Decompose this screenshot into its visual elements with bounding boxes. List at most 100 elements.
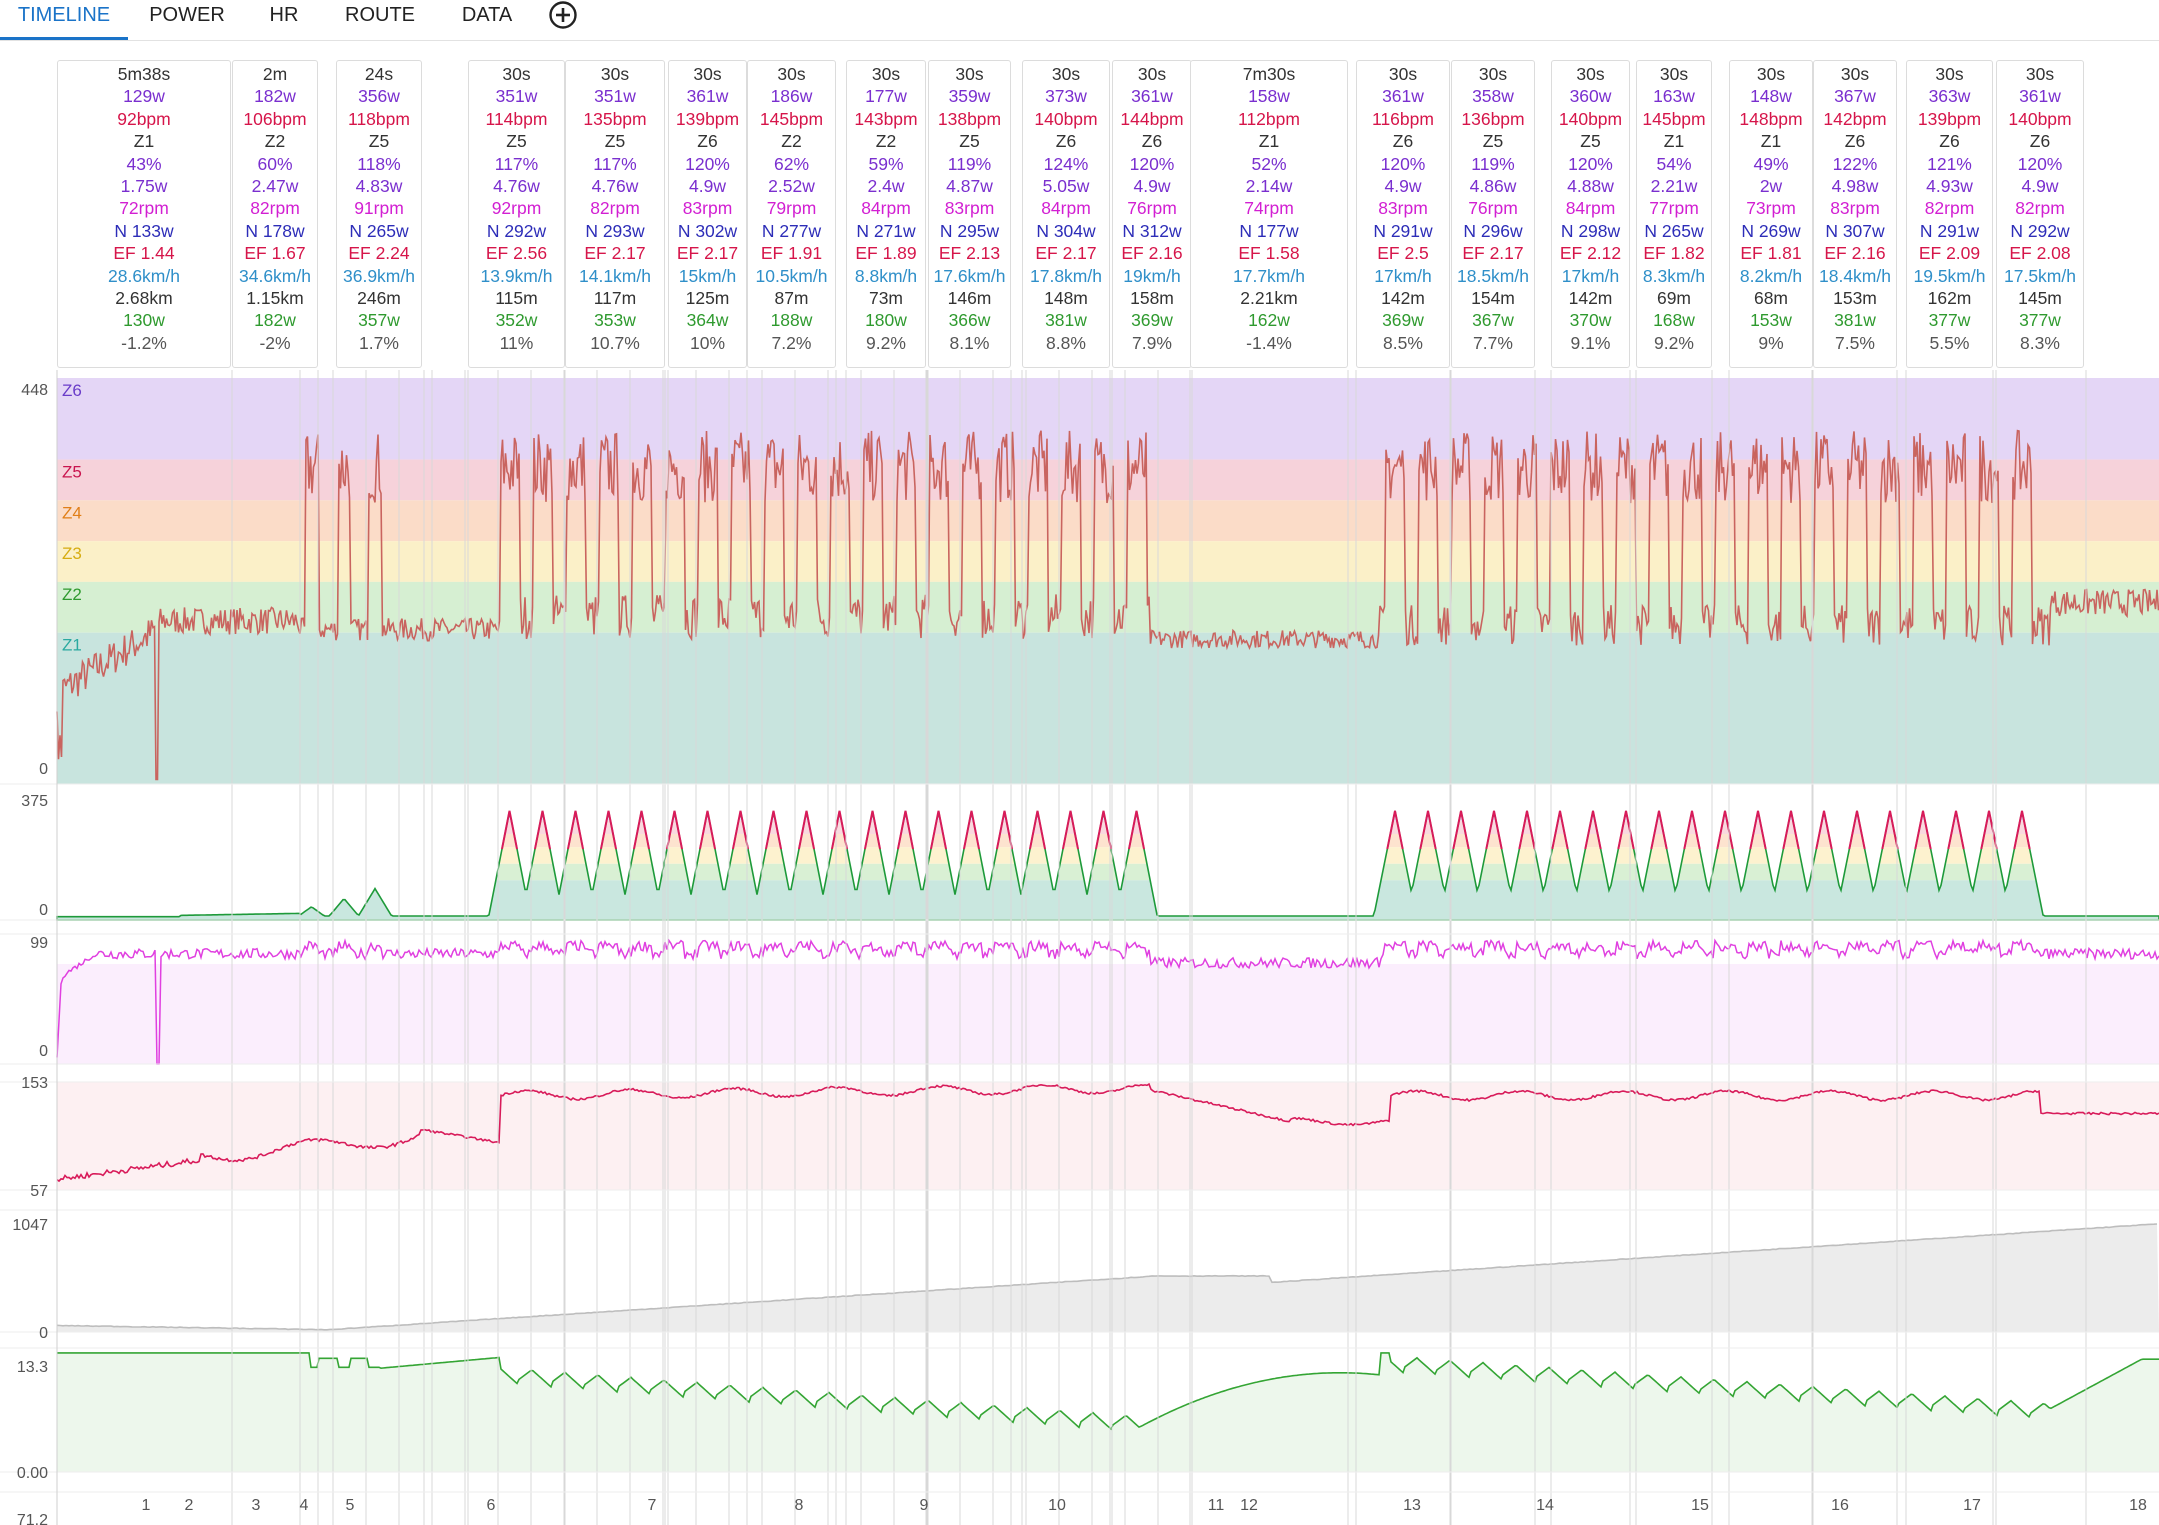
interval-np: N 271w: [856, 220, 916, 241]
interval-avg: 188w: [770, 310, 813, 331]
tab-hr[interactable]: HR: [269, 4, 299, 26]
wbal-peak-tip: [1028, 810, 1047, 850]
interval-summary-card[interactable]: 30s 358w 136bpm Z5 119% 4.86w 76rpm N 296w EF 2.…: [1451, 60, 1535, 368]
interval-pct: 117%: [494, 153, 539, 174]
altitude-axis-min: 0: [39, 1325, 48, 1342]
interval-speed: 14.1km/h: [579, 265, 651, 286]
interval-power: 356w: [358, 86, 400, 107]
interval-summary-card[interactable]: 30s 373w 140bpm Z6 124% 5.05w 84rpm N 304w EF 2.…: [1022, 60, 1110, 368]
power-zone-label: Z6: [62, 381, 82, 400]
interval-grade: -2%: [259, 332, 291, 353]
interval-grade: 8.3%: [2020, 332, 2060, 353]
lap-marker: 15: [1691, 1497, 1709, 1514]
hr-axis-min: 57: [30, 1183, 48, 1200]
tab-power[interactable]: POWER: [149, 4, 225, 26]
interval-speed: 19km/h: [1123, 265, 1181, 286]
interval-ef: EF 2.16: [1121, 243, 1183, 264]
interval-avg: 367w: [1472, 310, 1514, 331]
interval-ef: EF 2.13: [938, 243, 1001, 264]
interval-summary-card[interactable]: 30s 177w 143bpm Z2 59% 2.4w 84rpm N 271w EF 1.89…: [846, 60, 926, 368]
tab-timeline[interactable]: TIMELINE: [17, 4, 111, 26]
interval-zone: Z5: [368, 131, 390, 152]
interval-summary-card[interactable]: 30s 363w 139bpm Z6 121% 4.93w 82rpm N 291w EF 2.…: [1906, 60, 1993, 368]
wbal-peak-tip: [1094, 810, 1113, 850]
interval-summary-card[interactable]: 30s 351w 114bpm Z5 117% 4.76w 92rpm N 292w EF 2.…: [468, 60, 565, 368]
wbal-peak-tip: [1650, 810, 1668, 850]
interval-dist: 148m: [1044, 288, 1088, 309]
wbal-peak-tip: [731, 810, 750, 850]
lap-marker: 3: [252, 1497, 261, 1514]
interval-zone: Z6: [697, 131, 718, 152]
interval-speed: 17.8km/h: [1030, 265, 1102, 286]
interval-grade: 10%: [689, 332, 726, 353]
interval-summary-card[interactable]: 30s 360w 140bpm Z5 120% 4.88w 84rpm N 298w EF 2.…: [1551, 60, 1630, 368]
interval-summary-card[interactable]: 30s 359w 138bpm Z5 119% 4.87w 83rpm N 295w EF 2.…: [928, 60, 1011, 368]
interval-dur: 30s: [1935, 64, 1964, 84]
interval-summary-card[interactable]: 30s 361w 116bpm Z6 120% 4.9w 83rpm N 291w EF 2.5…: [1356, 60, 1450, 368]
interval-avg: 370w: [1569, 310, 1612, 331]
interval-summary-card[interactable]: 30s 163w 145bpm Z1 54% 2.21w 77rpm N 265w EF 1.8…: [1636, 60, 1712, 368]
wbal-peak-tip: [764, 810, 783, 850]
interval-speed: 17.5km/h: [2004, 265, 2076, 286]
interval-wkg: 1.75w: [120, 176, 168, 197]
interval-summary-card[interactable]: 5m38s 129w 92bpm Z1 43% 1.75w 72rpm N 133w EF 1.…: [57, 60, 231, 368]
power-zone-label: Z5: [62, 463, 82, 482]
lower-line: [57, 1352, 2159, 1431]
interval-grade: -1.2%: [121, 332, 167, 353]
interval-summary-card[interactable]: 24s 356w 118bpm Z5 118% 4.83w 91rpm N 265w EF 2.…: [336, 60, 422, 368]
interval-pct: 119%: [1471, 153, 1515, 174]
interval-grade: 9%: [1758, 332, 1784, 353]
interval-pct: 119%: [947, 153, 992, 174]
interval-summary-card[interactable]: 30s 361w 140bpm Z6 120% 4.9w 82rpm N 292w EF 2.0…: [1996, 60, 2084, 368]
interval-wkg: 4.9w: [1384, 176, 1422, 197]
tab-data[interactable]: DATA: [461, 4, 513, 26]
interval-speed: 15km/h: [678, 265, 737, 286]
interval-summary-card[interactable]: 30s 186w 145bpm Z2 62% 2.52w 79rpm N 277w EF 1.9…: [747, 60, 836, 368]
interval-pct: 120%: [2017, 153, 2063, 174]
interval-zone: Z5: [506, 131, 527, 152]
interval-hr: 106bpm: [243, 108, 307, 129]
interval-summary-card[interactable]: 7m30s 158w 112bpm Z1 52% 2.14w 74rpm N 177w EF 1…: [1190, 60, 1348, 368]
interval-avg: 130w: [123, 310, 165, 331]
interval-np: N 307w: [1825, 220, 1885, 241]
wbal-axis-min: 0: [39, 902, 48, 919]
interval-pct: 43%: [126, 153, 162, 174]
interval-hr: 138bpm: [937, 108, 1002, 129]
interval-summary-card[interactable]: 30s 351w 135bpm Z5 117% 4.76w 82rpm N 293w EF 2.…: [565, 60, 665, 368]
interval-power: 361w: [1131, 86, 1173, 107]
plus-circle-icon[interactable]: [548, 1, 578, 31]
power-zone-band: [57, 378, 2159, 460]
interval-summary-card[interactable]: 30s 361w 139bpm Z6 120% 4.9w 83rpm N 302w EF 2.1…: [668, 60, 747, 368]
wbal-peak-tip: [1815, 810, 1833, 850]
interval-cad: 82rpm: [1924, 198, 1975, 219]
tab-route[interactable]: ROUTE: [345, 4, 415, 26]
interval-avg: 352w: [495, 310, 538, 331]
interval-grade: 9.2%: [866, 332, 906, 353]
interval-grade: 9.1%: [1570, 332, 1611, 353]
interval-pct: 121%: [1927, 153, 1972, 174]
interval-np: N 291w: [1373, 220, 1433, 241]
interval-dur: 30s: [1659, 64, 1689, 84]
interval-speed: 17.6km/h: [933, 265, 1006, 286]
interval-summary-card[interactable]: 2m 182w 106bpm Z2 60% 2.47w 82rpm N 178w EF 1.67…: [232, 60, 318, 368]
interval-summary-card[interactable]: 30s 148w 148bpm Z1 49% 2w 73rpm N 269w EF 1.81 8.…: [1729, 60, 1813, 368]
interval-power: 361w: [686, 86, 729, 107]
interval-hr: 139bpm: [675, 108, 740, 129]
interval-cad: 84rpm: [1565, 198, 1616, 219]
interval-ef: EF 1.82: [1643, 243, 1705, 264]
interval-hr: 144bpm: [1120, 108, 1184, 129]
wbal-peak-tip: [1485, 810, 1503, 850]
interval-np: N 177w: [1239, 220, 1299, 241]
interval-ef: EF 2.5: [1377, 243, 1429, 264]
interval-power: 351w: [594, 86, 636, 107]
interval-power: 360w: [1569, 86, 1612, 107]
interval-cad: 76rpm: [1127, 198, 1177, 219]
interval-zone: Z1: [1663, 131, 1685, 152]
interval-ef: EF 2.16: [1824, 243, 1886, 264]
interval-power: 158w: [1248, 86, 1290, 107]
interval-power: 186w: [770, 86, 813, 107]
interval-summary-card[interactable]: 30s 367w 142bpm Z6 122% 4.98w 83rpm N 307w EF 2.…: [1813, 60, 1897, 368]
interval-summary-card[interactable]: 30s 361w 144bpm Z6 120% 4.9w 76rpm N 312w EF 2.1…: [1112, 60, 1192, 368]
lap-marker: 10: [1048, 1497, 1066, 1514]
